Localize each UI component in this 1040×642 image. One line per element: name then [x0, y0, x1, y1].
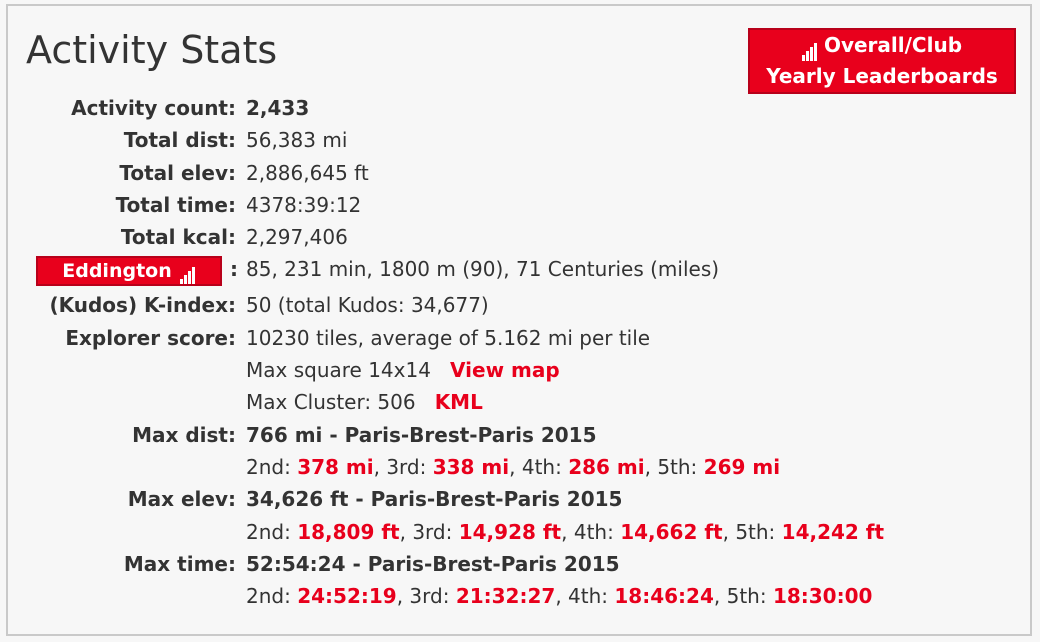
signal-bars-icon	[179, 258, 196, 285]
eddington-button[interactable]: Eddington	[36, 256, 222, 287]
rank-value-link[interactable]: 14,242 ft	[781, 519, 885, 544]
page-title: Activity Stats	[26, 28, 278, 72]
rank-label: 3rd:	[412, 519, 453, 544]
stat-value: 10230 tiles, average of 5.162 mi per til…	[246, 325, 651, 350]
rank-label: 3rd:	[386, 454, 427, 479]
stat-label: Explorer score:	[65, 325, 236, 350]
stat-value: Max square 14x14 View map	[246, 354, 560, 386]
rank-value-link[interactable]: 338 mi	[432, 454, 510, 479]
rank-label: 5th:	[735, 519, 776, 544]
stat-label: Max time:	[123, 551, 236, 576]
stat-label: Total time:	[115, 192, 236, 217]
stat-value: 56,383 mi	[246, 128, 348, 153]
rank-value-link[interactable]: 14,928 ft	[458, 519, 562, 544]
stat-row-total-dist: Total dist: 56,383 mi	[8, 124, 1028, 156]
stat-label: Total elev:	[119, 160, 236, 185]
kml-link[interactable]: KML	[434, 390, 483, 415]
eddington-button-label: Eddington	[62, 260, 172, 283]
signal-bars-icon	[801, 30, 818, 61]
stat-label: Total dist:	[123, 128, 236, 153]
rank-value-link[interactable]: 378 mi	[297, 454, 374, 479]
stat-label: Activity count:	[71, 96, 236, 120]
stat-label: (Kudos) K-index:	[49, 293, 236, 318]
rank-value-link[interactable]: 269 mi	[703, 454, 781, 479]
eddington-colon: :	[230, 257, 238, 282]
stat-value: 50 (total Kudos: 34,677)	[246, 293, 489, 318]
stats-list: Activity count: 2,433 Total dist: 56,383…	[8, 92, 1028, 612]
rank-value-link[interactable]: 18:30:00	[772, 584, 873, 609]
rank-value-link[interactable]: 286 mi	[568, 454, 645, 479]
max-time-link[interactable]: 52:54:24 - Paris-Brest-Paris 2015	[246, 551, 620, 576]
stat-row-explorer-cluster: Max Cluster: 506 KML	[8, 386, 1028, 418]
stat-row-max-time-ranks: 2nd: 24:52:19, 3rd: 21:32:27, 4th: 18:46…	[8, 580, 1028, 612]
rank-label: 4th:	[573, 519, 614, 544]
leaderboards-button-line1: Overall/Club	[823, 33, 963, 57]
stat-row-total-kcal: Total kcal: 2,297,406	[8, 221, 1028, 253]
leaderboards-button[interactable]: Overall/Club Yearly Leaderboards	[748, 28, 1016, 94]
stat-label: Max dist:	[132, 422, 236, 447]
stat-value: 85, 231 min, 1800 m (90), 71 Centuries (…	[246, 257, 720, 282]
stat-value[interactable]: 2,433	[246, 96, 310, 120]
max-square-text: Max square 14x14	[246, 358, 431, 383]
stat-row-max-time: Max time: 52:54:24 - Paris-Brest-Paris 2…	[8, 548, 1028, 580]
stat-label: Total kcal:	[120, 225, 236, 250]
rank-list: 2nd: 378 mi, 3rd: 338 mi, 4th: 286 mi, 5…	[246, 454, 781, 479]
rank-value-link[interactable]: 21:32:27	[455, 584, 556, 609]
stat-value: 2,886,645 ft	[246, 160, 369, 185]
rank-label: 2nd:	[246, 584, 291, 609]
max-cluster-text: Max Cluster: 506	[246, 390, 416, 415]
rank-list: 2nd: 18,809 ft, 3rd: 14,928 ft, 4th: 14,…	[246, 519, 885, 544]
rank-label: 2nd:	[246, 519, 291, 544]
stat-row-explorer-square: Max square 14x14 View map	[8, 354, 1028, 386]
rank-label: 5th:	[726, 584, 767, 609]
rank-list: 2nd: 24:52:19, 3rd: 21:32:27, 4th: 18:46…	[246, 584, 873, 609]
stat-row-eddington: Eddington : 85, 231 min, 1800 m (90), 71…	[8, 253, 1028, 289]
stat-row-total-time: Total time: 4378:39:12	[8, 189, 1028, 221]
stat-value: Max Cluster: 506 KML	[246, 386, 483, 418]
rank-label: 2nd:	[246, 454, 291, 479]
rank-value-link[interactable]: 18:46:24	[614, 584, 714, 609]
stat-row-max-elev-ranks: 2nd: 18,809 ft, 3rd: 14,928 ft, 4th: 14,…	[8, 516, 1028, 548]
stat-row-activity-count: Activity count: 2,433	[8, 92, 1028, 124]
activity-stats-panel: Activity Stats Overall/Club Yearly Leade…	[6, 4, 1032, 636]
rank-label: 3rd:	[409, 584, 450, 609]
stat-row-kudos: (Kudos) K-index: 50 (total Kudos: 34,677…	[8, 289, 1028, 321]
stat-row-max-dist: Max dist: 766 mi - Paris-Brest-Paris 201…	[8, 419, 1028, 451]
stat-row-max-elev: Max elev: 34,626 ft - Paris-Brest-Paris …	[8, 483, 1028, 515]
rank-value-link[interactable]: 14,662 ft	[620, 519, 723, 544]
rank-label: 5th:	[657, 454, 698, 479]
stat-row-max-dist-ranks: 2nd: 378 mi, 3rd: 338 mi, 4th: 286 mi, 5…	[8, 451, 1028, 483]
view-map-link[interactable]: View map	[450, 358, 560, 383]
max-dist-link[interactable]: 766 mi - Paris-Brest-Paris 2015	[246, 422, 597, 447]
stat-label: Max elev:	[127, 487, 236, 512]
rank-value-link[interactable]: 24:52:19	[297, 584, 397, 609]
stat-value: 2,297,406	[246, 225, 348, 250]
rank-label: 4th:	[521, 454, 562, 479]
leaderboards-button-line2: Yearly Leaderboards	[766, 64, 998, 88]
stat-row-explorer: Explorer score: 10230 tiles, average of …	[8, 322, 1028, 354]
max-elev-link[interactable]: 34,626 ft - Paris-Brest-Paris 2015	[246, 487, 623, 512]
stat-row-total-elev: Total elev: 2,886,645 ft	[8, 157, 1028, 189]
rank-value-link[interactable]: 18,809 ft	[297, 519, 400, 544]
rank-label: 4th:	[568, 584, 609, 609]
stat-value: 4378:39:12	[246, 192, 362, 217]
